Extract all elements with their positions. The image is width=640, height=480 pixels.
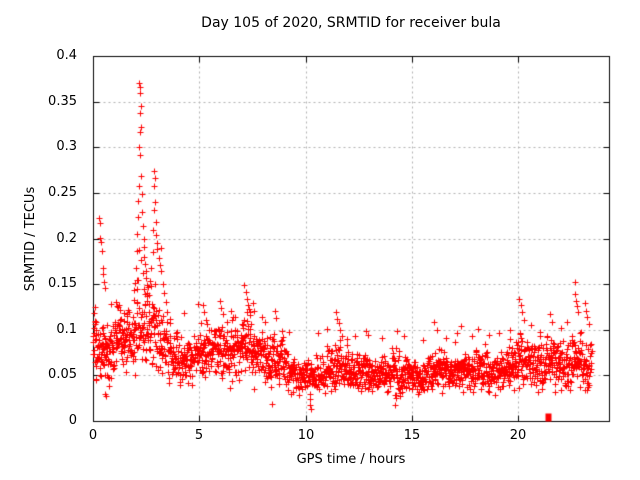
y-tick-label: 0.4 bbox=[56, 48, 77, 63]
y-tick-label: 0.25 bbox=[48, 185, 77, 200]
x-tick-label: 5 bbox=[194, 428, 204, 443]
y-tick-label: 0.35 bbox=[48, 94, 77, 109]
y-tick-label: 0.1 bbox=[56, 322, 77, 337]
x-tick-label: 20 bbox=[509, 428, 527, 443]
x-tick-label: 0 bbox=[88, 428, 98, 443]
y-axis-label: SRMTID / TECUs bbox=[23, 186, 38, 292]
chart-title: Day 105 of 2020, SRMTID for receiver bul… bbox=[201, 15, 501, 31]
x-tick-label: 10 bbox=[297, 428, 315, 443]
y-tick-label: 0.15 bbox=[48, 276, 77, 291]
y-tick-label: 0 bbox=[68, 413, 77, 428]
y-tick-label: 0.05 bbox=[48, 367, 77, 382]
y-tick-label: 0.2 bbox=[56, 231, 77, 246]
y-tick-label: 0.3 bbox=[56, 139, 77, 154]
x-tick-label: 15 bbox=[403, 428, 421, 443]
x-axis-label: GPS time / hours bbox=[296, 452, 406, 467]
